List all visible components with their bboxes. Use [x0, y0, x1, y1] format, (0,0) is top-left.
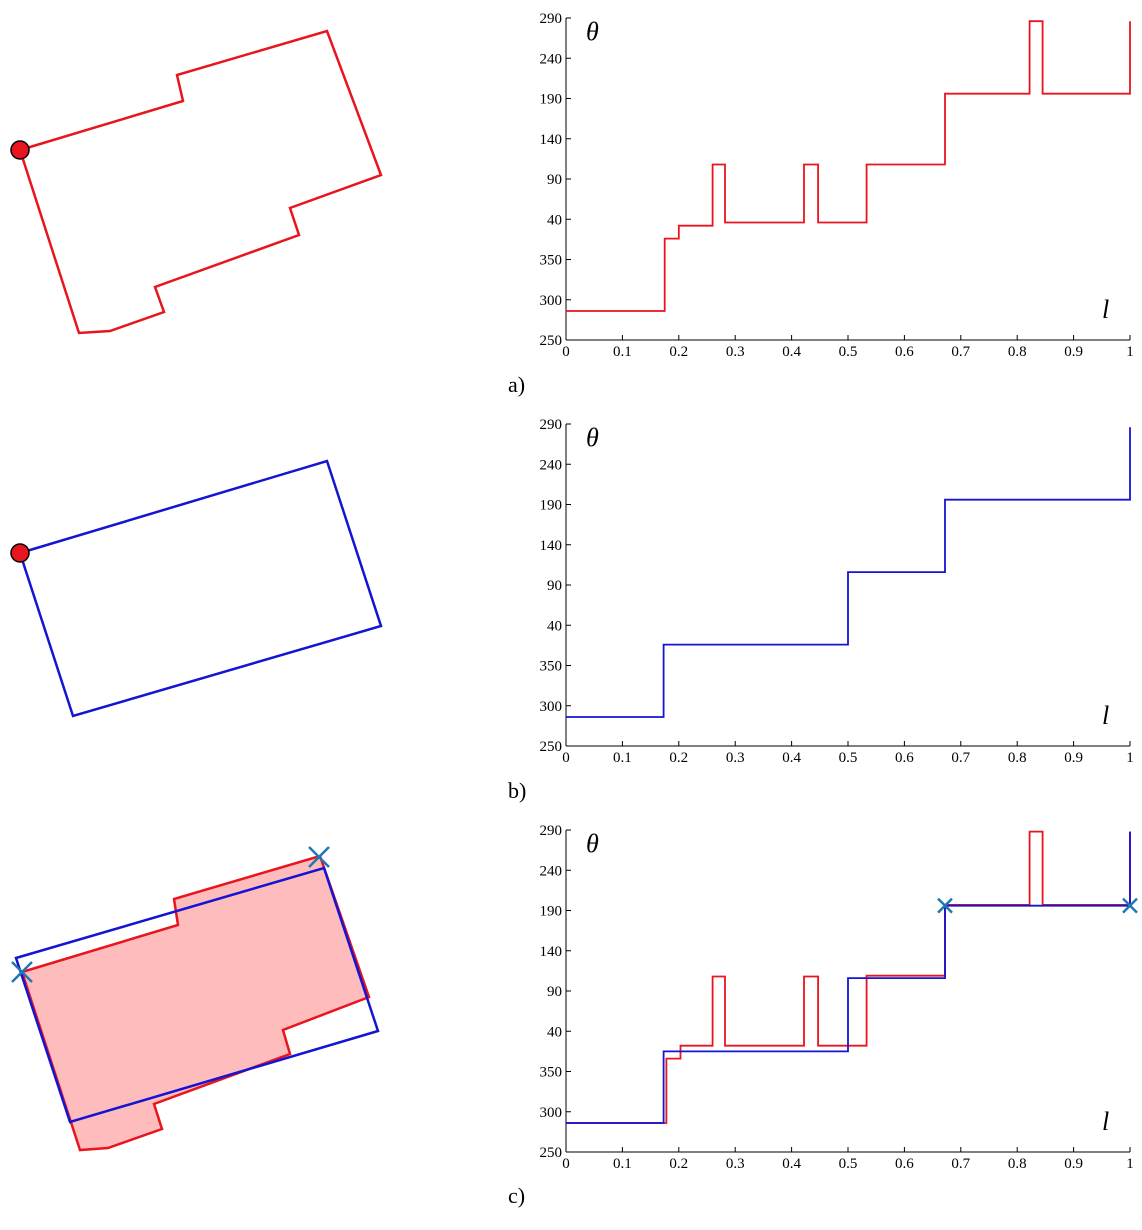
- y-tick-label: 250: [540, 333, 563, 349]
- shape-panel-c: [11, 846, 380, 1152]
- turning-function-plot-c: 0 0.1 0.2 0.3 0.4 0.5 0.6 0.7 0.8 0.9 1 250 300 350 40…: [540, 823, 1138, 1172]
- x-tick-label: 0.9: [1064, 750, 1083, 766]
- y-tick-label: 290: [540, 11, 563, 27]
- x-tick-label: 0.6: [895, 750, 914, 766]
- series-line-blue: [566, 427, 1131, 718]
- x-tick-label: 0.2: [669, 750, 688, 766]
- x-tick-label: 0.1: [613, 1156, 632, 1172]
- series-line-red: [566, 830, 1131, 1124]
- y-tick-label: 350: [540, 253, 563, 269]
- x-tick-label: 0.3: [726, 750, 745, 766]
- x-tick-label: 0.2: [669, 344, 688, 360]
- y-tick-label: 240: [540, 863, 563, 879]
- x-tick-label: 0.7: [951, 1156, 970, 1172]
- y-tick-label: 300: [540, 293, 563, 309]
- x-tick-label: 0.3: [726, 344, 745, 360]
- start-vertex: [10, 543, 30, 563]
- series-line-red: [566, 20, 1131, 312]
- y-tick-label: 290: [540, 417, 563, 433]
- y-tick-label: 140: [540, 132, 563, 148]
- x-tick-label: 0.5: [839, 344, 858, 360]
- x-tick-label: 0: [562, 750, 570, 766]
- series-line-blue: [566, 831, 1131, 1124]
- x-tick-label: 0.8: [1008, 750, 1027, 766]
- y-tick-label: 240: [540, 457, 563, 473]
- x-axis-symbol: l: [1102, 295, 1109, 324]
- y-tick-label: 250: [540, 1145, 563, 1161]
- y-tick-label: 40: [547, 618, 562, 634]
- matched-point-marker: [1122, 897, 1138, 914]
- y-tick-label: 250: [540, 739, 563, 755]
- x-tick-label: 0.4: [782, 344, 801, 360]
- x-axis-symbol: l: [1102, 1107, 1109, 1136]
- x-tick-label: 1: [1126, 1156, 1134, 1172]
- y-tick-label: 350: [540, 1065, 563, 1081]
- matched-vertex-marker: [11, 961, 33, 983]
- panel-label: c): [508, 1183, 525, 1208]
- x-tick-label: 0.2: [669, 1156, 688, 1172]
- y-tick-label: 350: [540, 659, 563, 675]
- start-vertex: [10, 140, 30, 160]
- x-axis-symbol: l: [1102, 701, 1109, 730]
- shape-panel-b: [10, 459, 383, 718]
- building-outline-red: [18, 29, 383, 335]
- x-tick-label: 0.6: [895, 1156, 914, 1172]
- y-tick-label: 190: [540, 498, 563, 514]
- shape-panel-a: [10, 29, 383, 335]
- y-tick-label: 140: [540, 538, 563, 554]
- y-tick-label: 240: [540, 51, 563, 67]
- y-tick-label: 190: [540, 92, 563, 108]
- y-tick-label: 290: [540, 823, 563, 839]
- x-tick-label: 0.4: [782, 1156, 801, 1172]
- x-tick-label: 1: [1126, 344, 1134, 360]
- y-axis-symbol: θ: [586, 17, 599, 46]
- matched-point-marker: [937, 897, 953, 914]
- y-tick-label: 90: [547, 984, 562, 1000]
- x-tick-label: 0.8: [1008, 344, 1027, 360]
- rectangle-outline-blue: [14, 866, 380, 1124]
- matched-vertex-marker: [308, 846, 330, 868]
- panel-label: a): [508, 372, 525, 397]
- turning-function-plot-b: 0 0.1 0.2 0.3 0.4 0.5 0.6 0.7 0.8 0.9 1 250 300 350 40…: [540, 417, 1134, 766]
- x-tick-label: 0: [562, 1156, 570, 1172]
- x-tick-label: 0.5: [839, 750, 858, 766]
- x-tick-label: 0.1: [613, 344, 632, 360]
- building-fill-red: [20, 854, 371, 1152]
- rectangle-outline-blue: [18, 459, 383, 718]
- x-tick-label: 0.7: [951, 344, 970, 360]
- x-tick-label: 0: [562, 344, 570, 360]
- x-tick-label: 0.3: [726, 1156, 745, 1172]
- turning-function-plot-a: 0 0.1 0.2 0.3 0.4 0.5 0.6 0.7 0.8 0.9 1 250 300 350 40…: [540, 11, 1134, 360]
- y-tick-label: 90: [547, 578, 562, 594]
- x-tick-label: 0.6: [895, 344, 914, 360]
- y-axis-symbol: θ: [586, 829, 599, 858]
- y-tick-label: 190: [540, 904, 563, 920]
- panel-label: b): [508, 778, 526, 803]
- y-tick-label: 90: [547, 172, 562, 188]
- y-tick-label: 40: [547, 212, 562, 228]
- x-tick-label: 1: [1126, 750, 1134, 766]
- y-axis-symbol: θ: [586, 423, 599, 452]
- x-tick-label: 0.8: [1008, 1156, 1027, 1172]
- x-tick-label: 0.4: [782, 750, 801, 766]
- x-tick-label: 0.1: [613, 750, 632, 766]
- x-tick-label: 0.5: [839, 1156, 858, 1172]
- y-tick-label: 300: [540, 699, 563, 715]
- x-tick-label: 0.9: [1064, 1156, 1083, 1172]
- y-tick-label: 140: [540, 944, 563, 960]
- x-tick-label: 0.7: [951, 750, 970, 766]
- y-tick-label: 40: [547, 1024, 562, 1040]
- y-tick-label: 300: [540, 1105, 563, 1121]
- x-tick-label: 0.9: [1064, 344, 1083, 360]
